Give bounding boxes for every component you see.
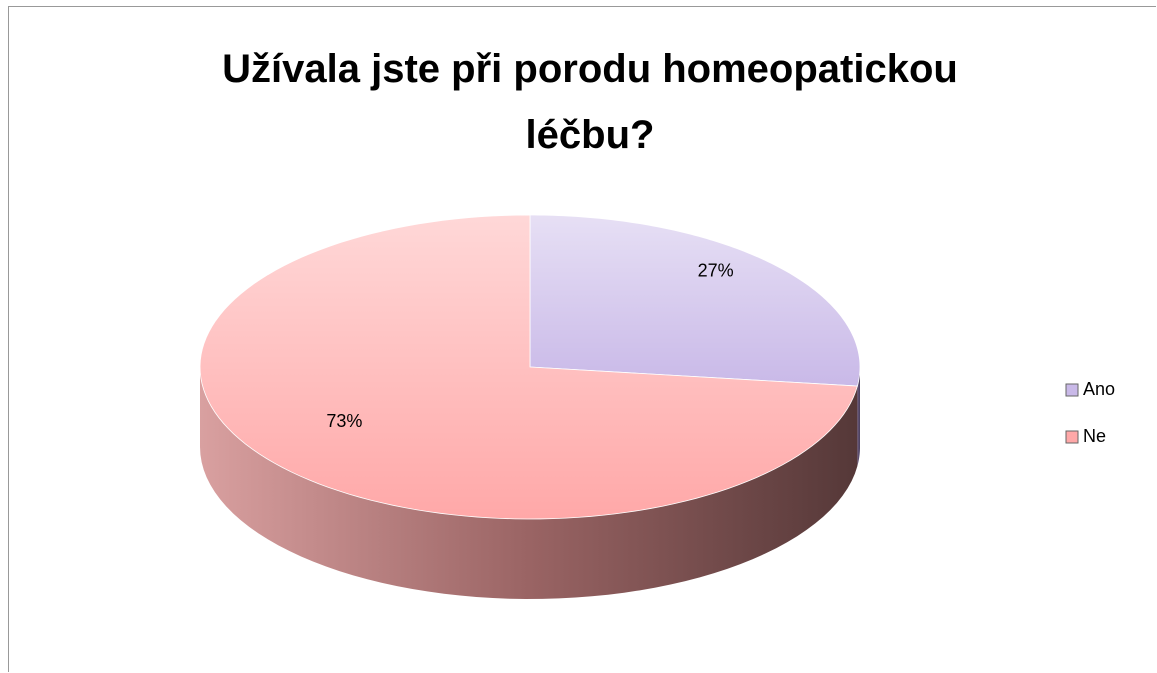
chart-frame [8, 6, 1156, 672]
legend-label: Ano [1083, 379, 1115, 399]
chart-title: Užívala jste při porodu homeopatickou lé… [222, 47, 958, 157]
legend-swatch [1065, 383, 1079, 397]
pie-side [200, 367, 858, 599]
legend-label: Ne [1083, 426, 1106, 446]
data-label: 27% [698, 260, 734, 280]
pie-side [857, 367, 860, 467]
legend-swatch [1065, 430, 1079, 444]
data-label: 73% [326, 411, 362, 431]
pie-shine [530, 215, 860, 387]
pie-shine [200, 215, 858, 519]
